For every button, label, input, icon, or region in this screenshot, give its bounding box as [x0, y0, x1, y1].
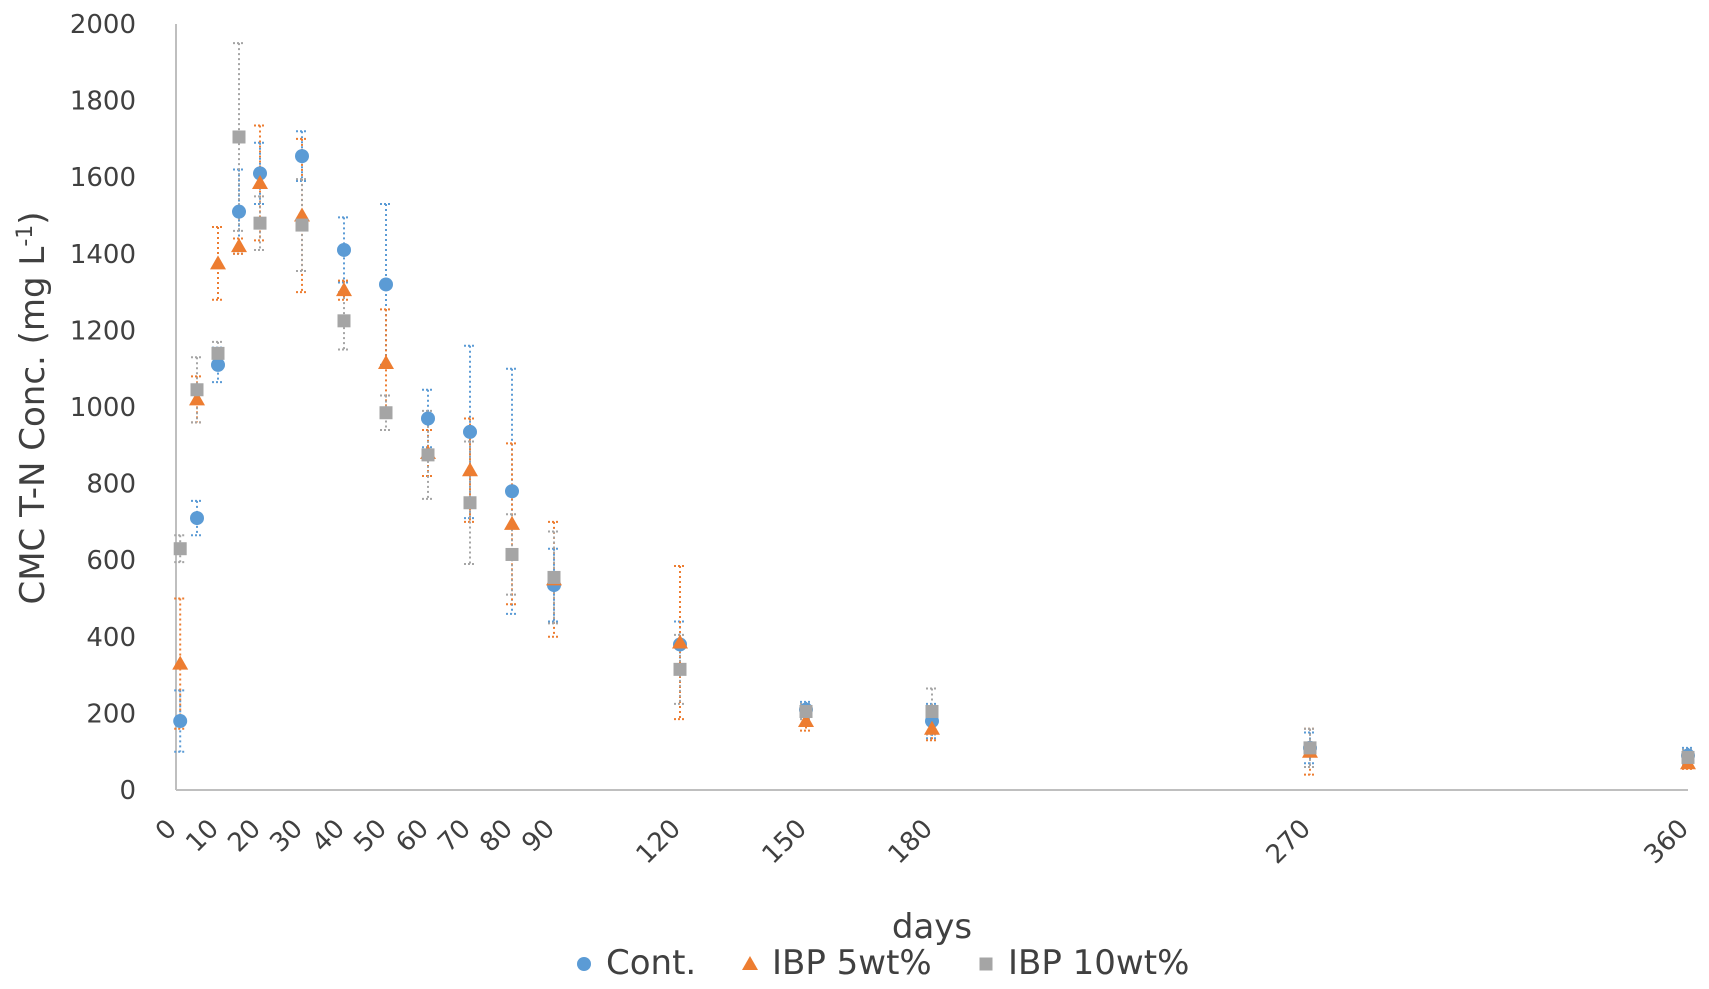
x-tick-label: 20 — [222, 814, 267, 859]
x-tick-label: 60 — [390, 814, 435, 859]
data-point — [379, 277, 393, 292]
y-tick-label: 1200 — [70, 316, 136, 346]
y-axis-title-superscript: -1 — [13, 225, 38, 247]
data-point — [173, 714, 188, 729]
data-point — [547, 570, 561, 584]
data-point — [190, 511, 204, 526]
data-point — [1681, 750, 1695, 764]
data-point — [295, 149, 309, 164]
x-tick-label: 50 — [348, 814, 393, 859]
data-point — [173, 542, 187, 556]
x-tick-label: 80 — [474, 814, 519, 859]
y-tick-label: 1000 — [70, 393, 136, 423]
y-tick-label: 400 — [86, 623, 136, 653]
data-point — [337, 242, 351, 257]
data-point — [505, 547, 519, 561]
axes — [175, 24, 1688, 791]
x-tick-label: 0 — [150, 814, 183, 847]
data-point — [924, 720, 940, 735]
legend-label: IBP 5wt% — [772, 943, 932, 983]
data-point — [253, 166, 267, 181]
y-axis-title-group: CMC T-N Conc. (mg L-1) — [13, 211, 53, 604]
data-point — [673, 662, 687, 676]
data-point — [210, 255, 226, 270]
data-point — [505, 484, 519, 499]
data-point — [231, 238, 247, 253]
data-point — [378, 354, 394, 369]
y-tick-label: 1400 — [70, 240, 136, 270]
x-tick-label: 360 — [1639, 814, 1695, 870]
legend-marker — [979, 957, 993, 971]
x-axis-title: days — [892, 907, 972, 947]
x-tick-label: 120 — [631, 814, 687, 870]
y-tick-label: 2000 — [70, 10, 136, 40]
x-tick-label: 10 — [180, 814, 225, 859]
data-point — [463, 496, 477, 510]
legend: Cont. IBP 5wt% IBP 10wt% — [577, 943, 1189, 983]
data-point — [336, 282, 352, 297]
data-point — [211, 357, 225, 372]
data-point — [421, 448, 435, 462]
x-tick-label: 150 — [757, 814, 813, 870]
legend-marker — [577, 957, 591, 971]
data-point — [925, 704, 939, 718]
x-tick-label: 40 — [306, 814, 351, 859]
data-point — [672, 634, 688, 649]
legend-label: IBP 10wt% — [1008, 943, 1189, 983]
data-point — [232, 204, 246, 219]
data-point — [421, 411, 435, 426]
error-bars — [174, 42, 1694, 776]
data-point — [252, 174, 268, 189]
data-point — [232, 130, 246, 144]
data-point — [504, 515, 520, 530]
x-tick-label: 30 — [264, 814, 309, 859]
y-tick-label: 0 — [119, 776, 136, 806]
x-tick-label: 270 — [1261, 814, 1317, 870]
y-tick-label: 600 — [86, 546, 136, 576]
data-point — [295, 218, 309, 232]
y-tick-label: 800 — [86, 470, 136, 500]
y-tick-label: 1800 — [70, 87, 136, 117]
legend-label: Cont. — [606, 943, 696, 983]
x-tick-label: 180 — [883, 814, 939, 870]
data-point — [172, 655, 189, 670]
data-point — [190, 383, 204, 397]
y-axis-title: CMC T-N Conc. (mg L-1) — [13, 211, 53, 604]
data-markers — [172, 130, 1696, 770]
data-point — [463, 424, 477, 439]
data-point — [798, 713, 814, 728]
y-tick-label: 1600 — [70, 163, 136, 193]
data-point — [1303, 741, 1317, 755]
legend-marker — [742, 956, 758, 970]
data-point — [189, 391, 205, 406]
y-axis-title-close: ) — [13, 211, 53, 224]
y-tick-labels: 0 200 400 600 800 1000 1200 1400 1600 1800 2000 — [70, 10, 136, 806]
data-point — [253, 216, 267, 230]
y-axis-title-main: CMC T-N Conc. (mg L — [13, 247, 53, 605]
x-tick-label: 70 — [432, 814, 477, 859]
data-point — [462, 462, 478, 477]
data-point — [294, 207, 310, 222]
y-tick-label: 200 — [86, 699, 136, 729]
data-point — [211, 346, 225, 360]
x-tick-label: 90 — [516, 814, 561, 859]
data-point — [379, 406, 393, 420]
data-point — [337, 314, 351, 328]
data-point — [799, 704, 813, 718]
